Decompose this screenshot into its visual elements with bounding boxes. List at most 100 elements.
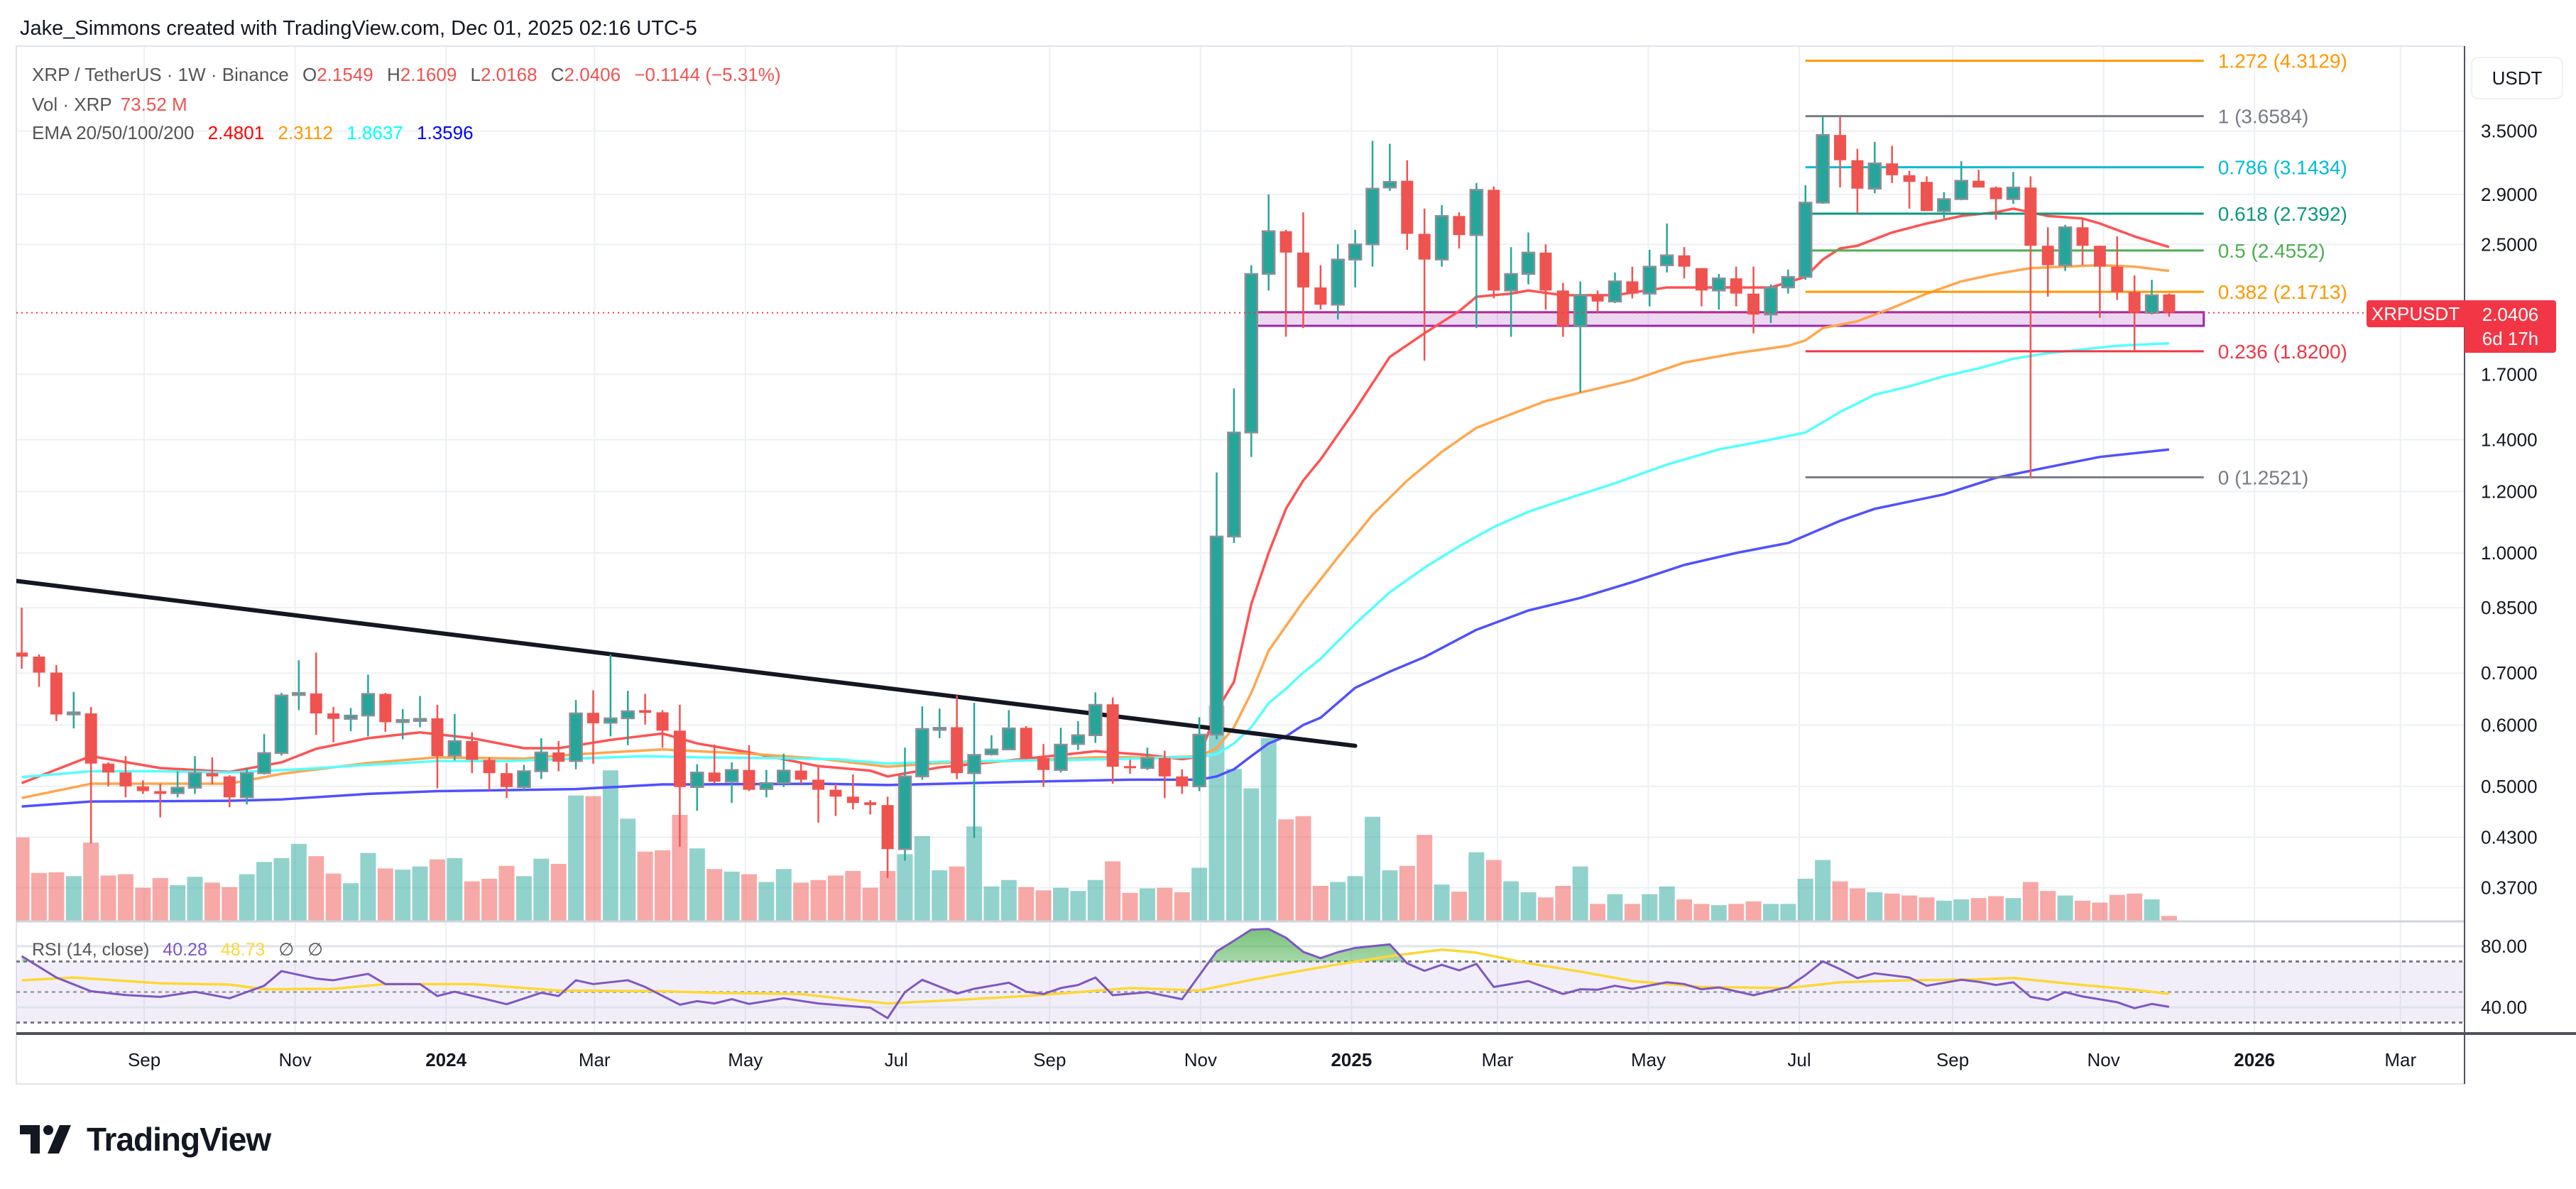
- candle-body: [1348, 243, 1363, 261]
- volume-bar: [1642, 894, 1658, 921]
- rsi-ma-value: 48.73: [220, 940, 266, 960]
- candle: [1158, 750, 1171, 799]
- candle-body: [932, 727, 947, 731]
- volume-bar: [706, 869, 723, 921]
- candle-body: [2076, 227, 2089, 246]
- volume-bar: [1901, 895, 1918, 921]
- volume-bar: [862, 887, 878, 921]
- candle-body: [1037, 757, 1050, 770]
- candle: [951, 695, 964, 779]
- fib-level-label: 0.5 (2.4552): [2218, 240, 2325, 262]
- volume-bar: [1970, 898, 1987, 921]
- candle-body: [2111, 266, 2124, 292]
- candle: [1712, 273, 1726, 310]
- candle-body: [1539, 252, 1552, 291]
- volume-bar: [2127, 893, 2143, 921]
- low-value: 2.0168: [481, 64, 537, 85]
- volume-bar: [533, 858, 550, 921]
- candle-body: [1747, 293, 1760, 315]
- candle: [223, 774, 236, 808]
- candle: [1088, 692, 1103, 743]
- candle: [1434, 204, 1449, 267]
- volume-bar: [1243, 788, 1260, 921]
- time-tick-label: 2024: [425, 1049, 466, 1070]
- volume-bar: [983, 886, 1000, 921]
- ohlc-close: C2.0406: [551, 64, 621, 85]
- candle-body: [431, 718, 444, 757]
- price-tick-label: 1.4000: [2481, 429, 2538, 450]
- candle: [1071, 720, 1086, 750]
- volume-bar: [204, 882, 220, 921]
- trendline[interactable]: [16, 579, 1358, 748]
- candle: [1573, 281, 1588, 393]
- volume-bar: [100, 875, 116, 921]
- candle-body: [897, 775, 912, 850]
- candle-body: [1591, 295, 1604, 302]
- candle: [621, 691, 635, 745]
- tradingview-logo[interactable]: TradingView: [20, 1120, 271, 1158]
- rsi-legend[interactable]: RSI (14, close) 40.28 48.73 ∅ ∅: [32, 939, 332, 960]
- candle-body: [1799, 202, 1813, 278]
- volume-bar: [325, 873, 342, 921]
- candle: [1348, 229, 1363, 287]
- candle: [864, 800, 877, 815]
- rsi-pane: [16, 928, 2465, 1024]
- price-axis[interactable]: 3.5000 2.9000 2.5000 1.7000 1.4000 1.2000 1.00…: [2481, 121, 2538, 899]
- volume-bar: [2057, 895, 2073, 921]
- candle: [1401, 160, 1414, 250]
- symbol-price-tag: XRPUSDT: [2367, 300, 2465, 327]
- volume-bar: [1849, 888, 1865, 921]
- fib-level-label: 0.236 (1.8200): [2218, 341, 2347, 363]
- volume-bar: [949, 866, 965, 921]
- candle: [1244, 265, 1259, 457]
- fib-level-label: 1.272 (4.3129): [2218, 50, 2347, 72]
- time-tick-label: Jul: [885, 1049, 908, 1070]
- candle-body: [239, 772, 254, 799]
- candle: [1209, 472, 1224, 740]
- candle: [1867, 141, 1882, 194]
- ema-legend[interactable]: EMA 20/50/100/200 2.4801 2.3112 1.8637 1…: [32, 122, 482, 144]
- volume-bar: [2040, 891, 2056, 921]
- candle-body: [466, 740, 479, 760]
- volume-bar: [2109, 894, 2125, 921]
- candle: [2111, 236, 2124, 300]
- candle-body: [187, 772, 202, 789]
- candle: [447, 713, 462, 761]
- volume-bar: [343, 883, 359, 921]
- candle: [1382, 143, 1397, 192]
- candle: [1937, 192, 1951, 219]
- currency-button[interactable]: USDT: [2471, 57, 2563, 99]
- candle: [534, 738, 549, 779]
- volume-bar: [135, 887, 151, 921]
- price-tick-label: 2.9000: [2481, 184, 2538, 205]
- candle-body: [1054, 743, 1068, 771]
- rsi-axis[interactable]: 80.00 40.00: [2481, 936, 2527, 1018]
- candle: [1747, 266, 1760, 334]
- support-zone[interactable]: [1255, 311, 2205, 327]
- volume-bar: [1572, 866, 1588, 921]
- candle: [1799, 185, 1813, 280]
- volume-bar: [1278, 819, 1294, 921]
- time-axis[interactable]: Sep Nov 2024 Mar May Jul Sep Nov 2025 Mar May Jul Se…: [128, 1049, 2417, 1070]
- high-label: H: [386, 64, 400, 85]
- volume-bar: [1018, 887, 1035, 921]
- volume-bar: [1468, 852, 1485, 921]
- candle-body: [517, 770, 531, 789]
- candle-body: [724, 769, 739, 783]
- volume-bar: [1780, 904, 1796, 921]
- volume-bar: [1590, 904, 1606, 921]
- time-tick-label: Sep: [1033, 1049, 1066, 1070]
- candle: [586, 690, 599, 764]
- candle: [2024, 176, 2037, 478]
- price-tick-label: 0.3700: [2481, 877, 2538, 899]
- open-label: O: [302, 64, 317, 85]
- candle: [1591, 290, 1604, 313]
- symbol-legend[interactable]: XRP / TetherUS · 1W · Binance O2.1549 H2…: [32, 64, 790, 86]
- volume-legend[interactable]: Vol · XRP 73.52 M: [32, 94, 196, 116]
- time-tick-label: 2025: [1331, 1049, 1372, 1070]
- candle: [1106, 697, 1119, 784]
- rsi-tick-label: 40.00: [2481, 997, 2527, 1018]
- candle: [33, 654, 45, 687]
- volume-bar: [16, 837, 30, 921]
